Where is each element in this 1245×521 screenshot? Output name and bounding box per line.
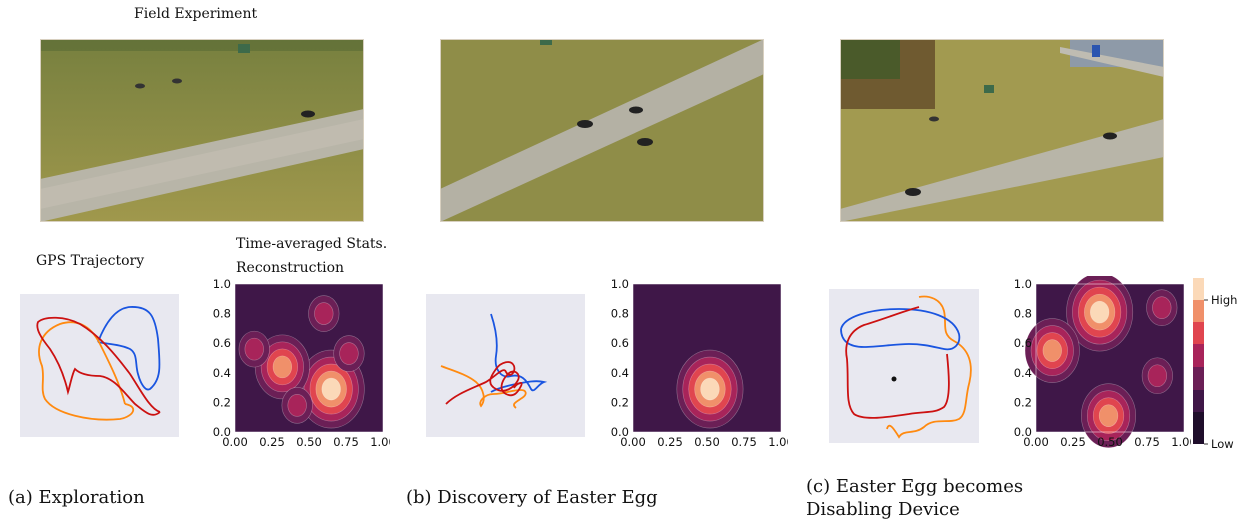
heatmap-contour: [1098, 404, 1119, 428]
field-photo-b: [440, 39, 764, 222]
x-tick-label: 0.25: [657, 435, 683, 449]
caption-c-line2: Disabling Device: [806, 499, 960, 520]
y-tick-label: 0.4: [1014, 366, 1032, 380]
x-tick-label: 1.00: [768, 435, 788, 449]
heatmap-contour: [1089, 300, 1110, 324]
heatmap-contour: [339, 342, 359, 365]
x-tick-label: 1.00: [1171, 435, 1191, 449]
caption-a-line1: (a) Exploration: [8, 487, 145, 508]
trajectory-red: [36, 316, 161, 416]
y-tick-label: 0.2: [213, 395, 231, 409]
x-tick-label: 0.50: [296, 435, 322, 449]
y-tick-label: 0.8: [611, 307, 629, 321]
trajectory-orange: [886, 295, 972, 439]
field-experiment-title: Field Experiment: [134, 6, 258, 22]
x-tick-label: 0.50: [694, 435, 720, 449]
trajectory-blue: [840, 308, 961, 351]
heatmap-plot-area-c: 0.00 0.25 0.50 0.75 1.00 0.0 0.2 0.4 0.6 0.8 1.0: [1014, 276, 1191, 449]
time-averaged-title: Time-averaged Stats.: [236, 236, 388, 252]
caption-b-line1: (b) Discovery of Easter Egg: [406, 487, 658, 508]
heatmap-contour: [314, 302, 334, 325]
y-tick-label: 0.6: [1014, 336, 1032, 350]
heatmap-plot-area-a: 0.00 0.25 0.50 0.75 1.00 0.0 0.2 0.4 0.6 0.8 1.0: [213, 277, 390, 449]
heatmap-contour: [1147, 364, 1168, 388]
y-tick-label: 0.2: [1014, 395, 1032, 409]
field-photo-c: [840, 39, 1164, 222]
y-tick-label: 0.8: [1014, 307, 1032, 321]
caption-c: (c) Easter Egg becomes Disabling Device: [806, 475, 1023, 521]
heatmap-contour: [1152, 296, 1172, 319]
y-tick-label: 0.4: [611, 366, 629, 380]
y-tick-label: 1.0: [213, 277, 231, 291]
x-tick-label: 0.00: [1023, 435, 1049, 449]
y-tick-label: 1.0: [611, 277, 629, 291]
caption-a: (a) Exploration: [8, 486, 145, 509]
reconstruction-title: Reconstruction: [236, 260, 345, 276]
trajectory-plot-b: [426, 294, 585, 437]
heatmap-frame: [1035, 283, 1185, 433]
heatmap-contour: [321, 377, 341, 401]
x-tick-label: 0.25: [1060, 435, 1086, 449]
x-tick-label: 0.00: [222, 435, 248, 449]
heatmap-frame: [234, 283, 384, 433]
heatmap-contour: [244, 337, 264, 361]
heatmap-frame: [632, 283, 782, 433]
x-tick-label: 0.75: [731, 435, 757, 449]
y-tick-label: 0.2: [611, 395, 629, 409]
x-tick-label: 0.75: [333, 435, 359, 449]
y-tick-label: 0.6: [611, 336, 629, 350]
heatmap-chart-c: 0.00 0.25 0.50 0.75 1.00 0.0 0.2 0.4 0.6 0.8 1.0: [1014, 276, 1191, 449]
gps-trajectory-title: GPS Trajectory: [36, 253, 145, 269]
colorbar: High Low: [1193, 278, 1237, 451]
y-tick-label: 0.0: [1014, 425, 1032, 439]
heatmap-contour: [700, 377, 720, 401]
heatmap-contour: [1042, 339, 1062, 362]
y-tick-label: 1.0: [1014, 277, 1032, 291]
colorbar-low-label: Low: [1211, 437, 1234, 451]
y-tick-label: 0.0: [213, 425, 231, 439]
x-tick-label: 1.00: [370, 435, 390, 449]
y-tick-label: 0.6: [213, 336, 231, 350]
y-tick-label: 0.8: [213, 307, 231, 321]
heatmap-plot-area-b: 0.00 0.25 0.50 0.75 1.00 0.0 0.2 0.4 0.6 0.8 1.0: [611, 277, 788, 449]
colorbar-high-label: High: [1211, 293, 1237, 307]
y-tick-label: 0.4: [213, 366, 231, 380]
trajectory-orange: [440, 365, 527, 409]
caption-c-line1: (c) Easter Egg becomes: [806, 476, 1024, 497]
heatmap-contour: [272, 355, 293, 379]
trajectory-plot-c: [829, 289, 979, 443]
heatmap-contour: [287, 394, 307, 417]
heatmap-chart-a: 0.00 0.25 0.50 0.75 1.00 0.0 0.2 0.4 0.6 0.8 1.0: [213, 277, 390, 449]
trajectory-orange: [38, 321, 134, 421]
trajectory-red: [445, 361, 523, 405]
x-tick-label: 0.50: [1097, 435, 1123, 449]
x-tick-label: 0.25: [259, 435, 285, 449]
trajectory-blue: [97, 306, 161, 391]
caption-b: (b) Discovery of Easter Egg: [406, 486, 658, 509]
field-photo-a: [40, 39, 364, 222]
heatmap-chart-b: 0.00 0.25 0.50 0.75 1.00 0.0 0.2 0.4 0.6 0.8 1.0: [611, 277, 788, 449]
y-tick-label: 0.0: [611, 425, 629, 439]
x-tick-label: 0.75: [1134, 435, 1160, 449]
easter-egg-marker: [891, 376, 897, 382]
trajectory-red: [845, 306, 950, 419]
x-tick-label: 0.00: [620, 435, 646, 449]
trajectory-plot-a: [20, 294, 179, 437]
